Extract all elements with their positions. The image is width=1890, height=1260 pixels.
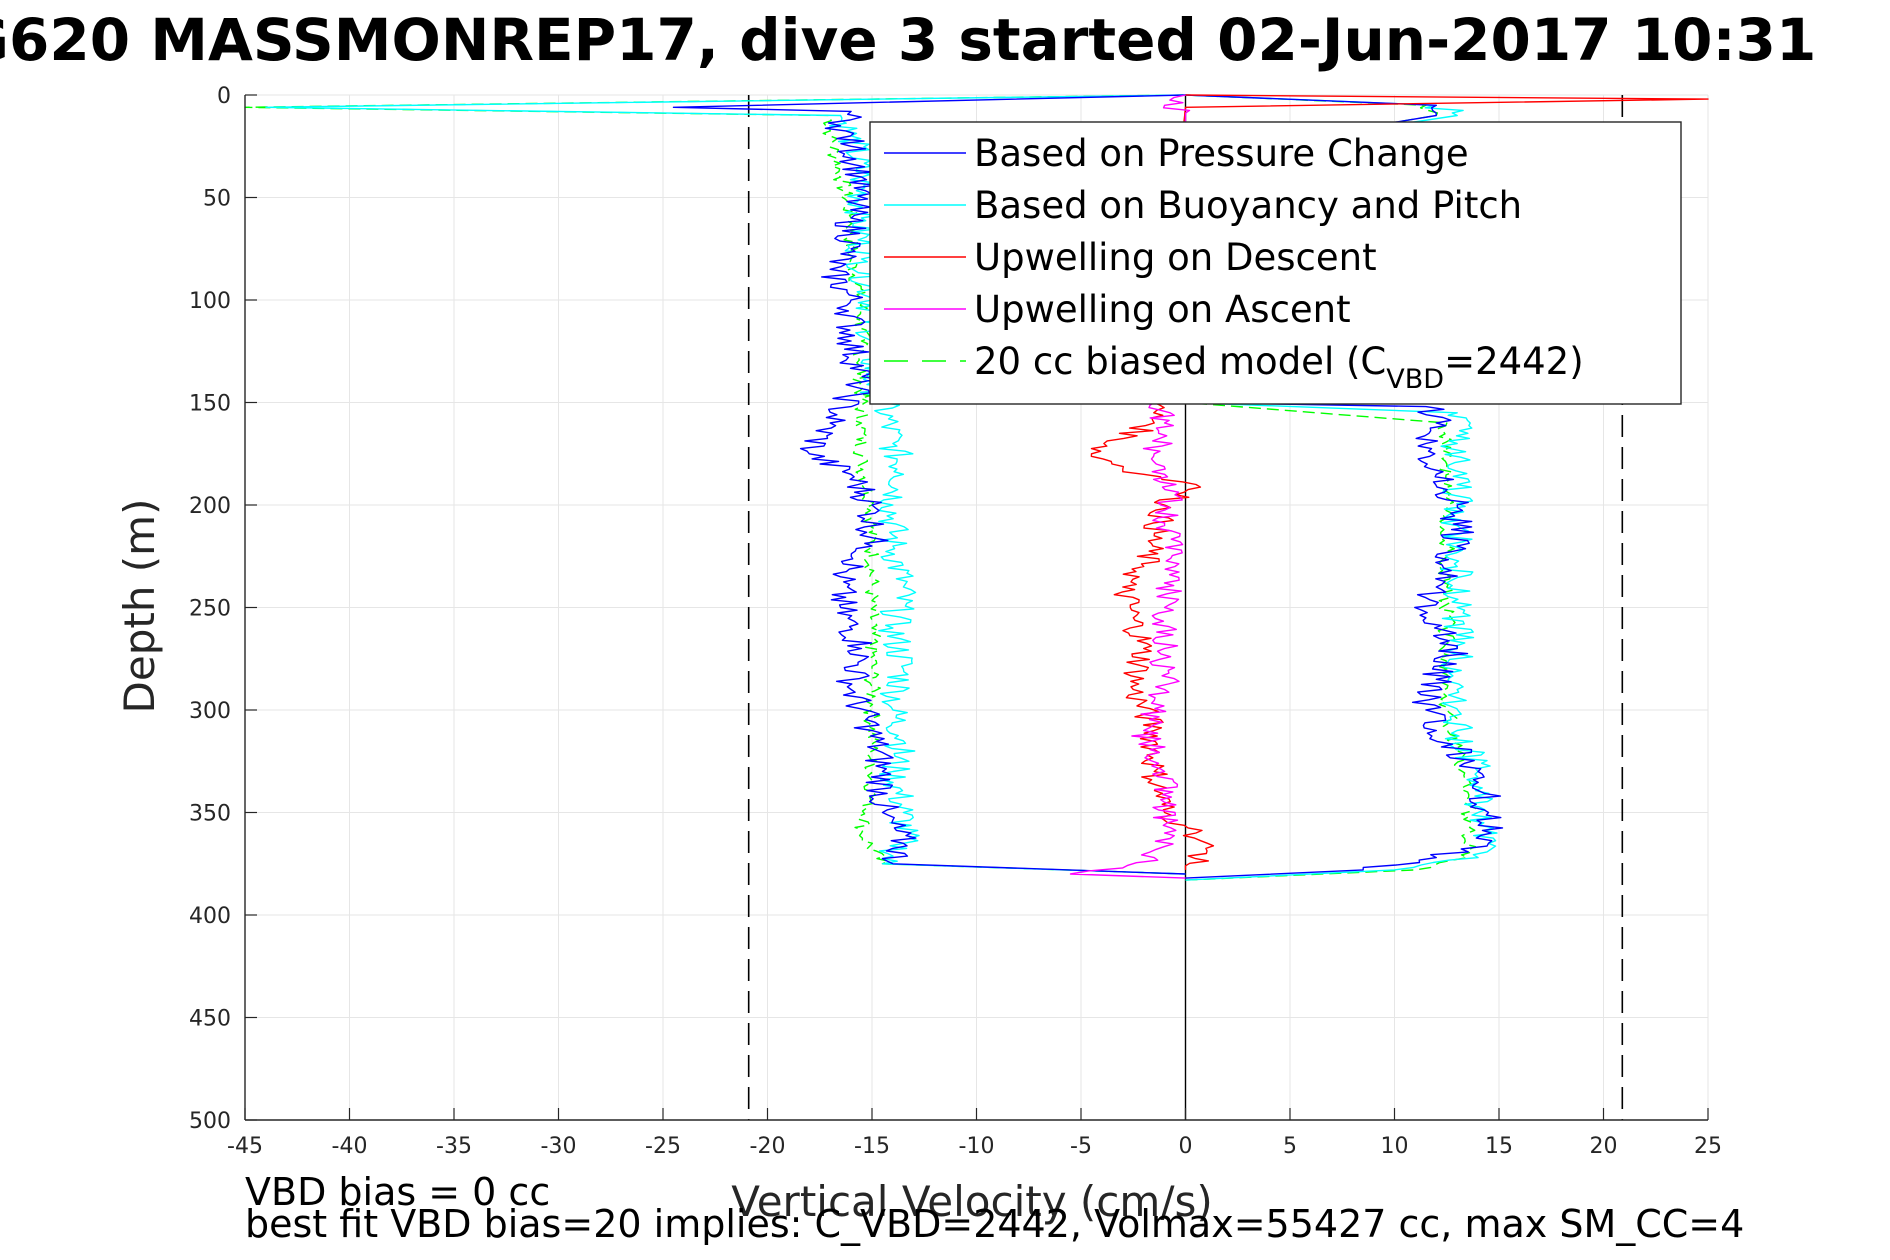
legend-entry: Upwelling on Descent <box>974 236 1377 279</box>
y-tick-label: 300 <box>189 699 231 724</box>
best-fit-note: best fit VBD bias=20 implies: C_VBD=2442… <box>245 1202 1744 1246</box>
y-ticks: 0 50 100 150 200 250 300 350 400 450 500 <box>189 84 257 1134</box>
x-tick-label: 25 <box>1694 1134 1722 1159</box>
x-tick-label: -45 <box>227 1134 263 1159</box>
x-tick-label: 10 <box>1381 1134 1409 1159</box>
x-tick-label: -5 <box>1070 1134 1092 1159</box>
legend-entry: Upwelling on Ascent <box>974 288 1351 331</box>
legend-entry: Based on Buoyancy and Pitch <box>974 184 1522 227</box>
legend: Based on Pressure Change Based on Buoyanc… <box>869 121 1682 405</box>
legend-entry: Based on Pressure Change <box>974 132 1469 175</box>
series-based-on-pressure-change-descent <box>672 94 1186 875</box>
y-tick-label: 400 <box>189 904 231 929</box>
y-tick-label: 250 <box>189 597 231 622</box>
x-tick-label: -15 <box>854 1134 890 1159</box>
legend-entry: 20 cc biased model (CVBD=2442) <box>974 340 1584 395</box>
y-tick-label: 150 <box>189 392 231 417</box>
x-tick-label: -10 <box>959 1134 995 1159</box>
x-tick-label: -30 <box>541 1134 577 1159</box>
y-tick-label: 450 <box>189 1007 231 1032</box>
x-tick-label: -20 <box>750 1134 786 1159</box>
y-tick-label: 50 <box>203 187 231 212</box>
x-tick-label: 15 <box>1485 1134 1513 1159</box>
y-tick-label: 500 <box>189 1109 231 1134</box>
legend-box <box>869 121 1682 405</box>
vbd-bias-note: VBD bias = 0 cc <box>245 1170 550 1214</box>
x-axis-label: Vertical Velocity (cm/s) <box>731 1177 1212 1226</box>
x-tick-label: 0 <box>1179 1134 1193 1159</box>
x-tick-label: 5 <box>1283 1134 1297 1159</box>
y-tick-label: 100 <box>189 289 231 314</box>
x-tick-label: 20 <box>1590 1134 1618 1159</box>
x-tick-label: -35 <box>436 1134 472 1159</box>
y-tick-label: 350 <box>189 802 231 827</box>
y-axis-label: Depth (m) <box>115 499 164 714</box>
x-tick-label: -40 <box>332 1134 368 1159</box>
chart-title: SG620 MASSMONREP17, dive 3 started 02-Ju… <box>0 6 1816 74</box>
y-tick-label: 200 <box>189 494 231 519</box>
series-based-on-buoyancy-and-pitch-descent <box>265 94 1186 875</box>
x-ticks: -45 -40 -35 -30 -25 -20 -15 -10 -5 0 5 10 15 20 25 <box>227 1108 1722 1159</box>
y-tick-label: 0 <box>217 84 231 109</box>
x-tick-label: -25 <box>645 1134 681 1159</box>
